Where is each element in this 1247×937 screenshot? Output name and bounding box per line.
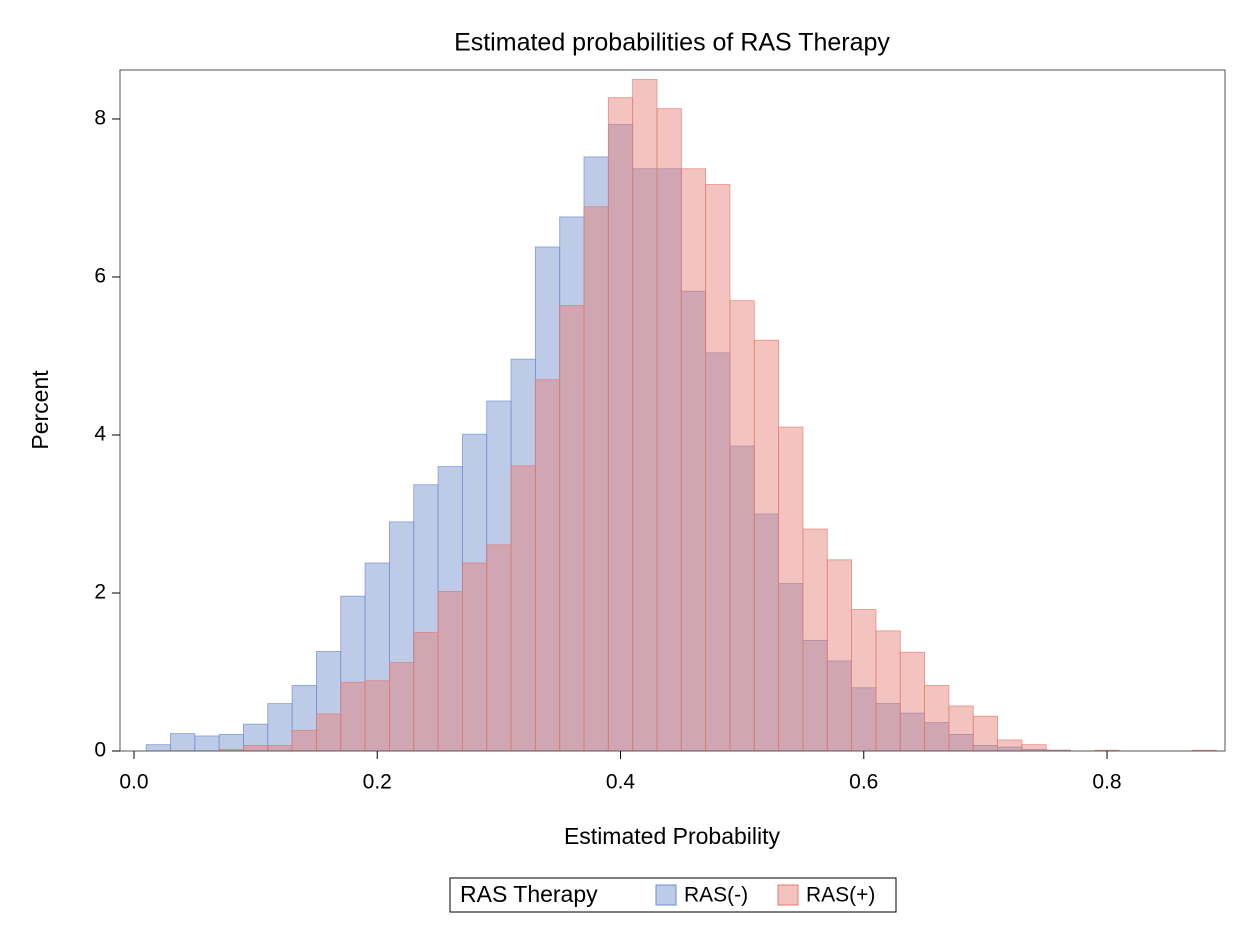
- bar: [243, 723, 269, 752]
- legend-box: [449, 877, 897, 913]
- bar: [729, 445, 755, 752]
- bar: [875, 630, 901, 752]
- bar: [826, 559, 852, 752]
- bar: [437, 591, 463, 752]
- bar: [267, 745, 293, 752]
- y-axis-label: Percent: [27, 370, 53, 450]
- bar: [389, 662, 415, 752]
- bar: [972, 715, 998, 752]
- bar: [316, 651, 342, 752]
- bar: [194, 735, 220, 752]
- legend-label: RAS(+): [806, 884, 875, 907]
- bar: [291, 685, 317, 752]
- chart-title: Estimated probabilities of RAS Therapy: [454, 29, 890, 57]
- bar: [778, 426, 804, 752]
- bar: [705, 352, 731, 752]
- bar: [486, 400, 512, 752]
- bar: [534, 379, 561, 752]
- bar: [656, 108, 682, 752]
- bar: [534, 246, 561, 752]
- legend-title: RAS Therapy: [460, 881, 598, 907]
- bar: [218, 734, 244, 752]
- bar: [316, 713, 342, 752]
- bar: [948, 705, 974, 752]
- bar: [851, 609, 877, 752]
- x-tick-label: 0.4: [606, 771, 636, 794]
- bar: [778, 583, 804, 752]
- bar: [461, 562, 488, 752]
- x-tick-label: 0.2: [363, 771, 392, 794]
- bar: [583, 156, 609, 752]
- bar: [340, 681, 366, 752]
- legend-swatch: [777, 884, 799, 906]
- bar: [486, 544, 512, 752]
- bar: [170, 733, 196, 752]
- y-tick-label: 2: [94, 581, 106, 604]
- bar: [1021, 744, 1047, 752]
- bar: [243, 745, 269, 752]
- y-tick-label: 6: [94, 265, 106, 288]
- y-tick-label: 4: [94, 423, 106, 446]
- legend-label: RAS(-): [684, 884, 748, 907]
- bar: [364, 680, 390, 752]
- bar: [291, 730, 317, 752]
- bar: [802, 528, 828, 752]
- bar: [753, 339, 780, 752]
- bar: [729, 300, 755, 752]
- bar: [705, 184, 731, 752]
- bar: [413, 632, 439, 752]
- bar: [607, 97, 634, 752]
- bar: [389, 521, 415, 752]
- x-tick-label: 0.6: [849, 771, 878, 794]
- bar: [145, 744, 171, 752]
- x-tick-label: 0.8: [1092, 771, 1121, 794]
- bar: [753, 513, 780, 752]
- y-tick-label: 8: [94, 107, 106, 130]
- y-tick-label: 0: [94, 739, 106, 762]
- x-axis-label: Estimated Probability: [564, 823, 781, 849]
- bar: [267, 703, 293, 752]
- bar: [997, 739, 1023, 752]
- bars: [145, 79, 1217, 752]
- legend-swatch: [655, 884, 677, 906]
- bar: [583, 206, 609, 752]
- plot-frame: [119, 69, 1226, 752]
- bar: [632, 79, 658, 752]
- x-tick-label: 0.0: [119, 771, 148, 794]
- bar: [899, 651, 925, 752]
- bar: [680, 168, 707, 752]
- bar: [802, 639, 828, 752]
- bar: [559, 305, 585, 752]
- bar: [924, 685, 950, 752]
- bar: [510, 465, 536, 752]
